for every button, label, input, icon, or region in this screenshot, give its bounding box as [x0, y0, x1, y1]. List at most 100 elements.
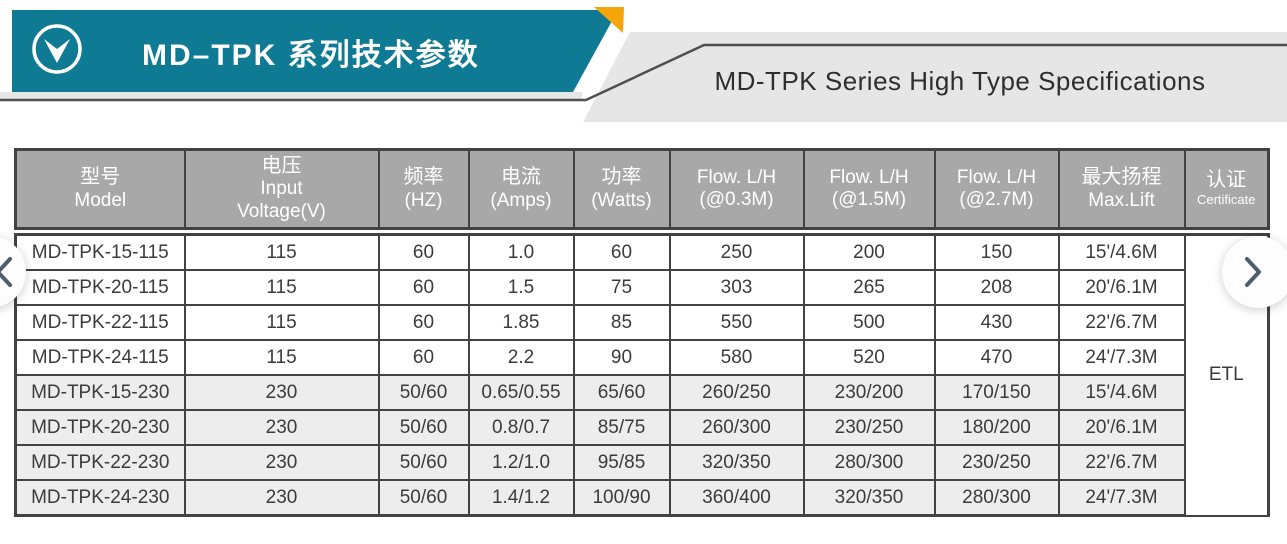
cell-watts: 85/75 — [572, 409, 671, 446]
carousel-prev-button[interactable] — [0, 236, 26, 308]
table-row: MD-TPK-24-115 115 60 2.2 90 580 520 470 … — [14, 339, 1269, 376]
cell-voltage: 230 — [183, 444, 380, 481]
cell-lift: 22'/6.7M — [1057, 304, 1186, 341]
cell-hz: 50/60 — [377, 374, 470, 411]
col-header-frequency: 频率 (HZ) — [377, 148, 470, 230]
table-row: MD-TPK-15-230 230 50/60 0.65/0.55 65/60 … — [14, 374, 1269, 411]
cell-flow27: 470 — [933, 339, 1060, 376]
cell-model: MD-TPK-22-115 — [14, 304, 186, 341]
spec-table-body: MD-TPK-15-115 115 60 1.0 60 250 200 150 … — [14, 233, 1270, 517]
cell-watts: 100/90 — [572, 479, 671, 517]
cell-flow03: 580 — [668, 339, 805, 376]
chevron-right-icon — [1245, 257, 1261, 287]
cell-amps: 1.5 — [467, 269, 575, 306]
cell-flow03: 260/250 — [668, 374, 805, 411]
banner-graphic — [0, 7, 1287, 122]
col-header-flow-2-7m: Flow. L/H (@2.7M) — [933, 148, 1060, 230]
cell-voltage: 115 — [183, 339, 380, 376]
table-row: MD-TPK-24-230 230 50/60 1.4/1.2 100/90 3… — [14, 479, 1269, 517]
col-header-current: 电流 (Amps) — [467, 148, 575, 230]
cell-flow27: 230/250 — [933, 444, 1060, 481]
table-row: MD-TPK-22-230 230 50/60 1.2/1.0 95/85 32… — [14, 444, 1269, 481]
subtitle-band — [583, 32, 1287, 122]
cell-flow15: 265 — [802, 269, 936, 306]
col-header-certificate: 认证 Certificate — [1183, 148, 1270, 230]
cell-hz: 60 — [377, 304, 470, 341]
cell-flow27: 208 — [933, 269, 1060, 306]
cell-hz: 60 — [377, 269, 470, 306]
orange-accent-triangle — [594, 7, 624, 33]
banner-title: MD–TPK 系列技术参数 — [142, 39, 480, 72]
band-sliver — [0, 92, 582, 100]
cell-watts: 65/60 — [572, 374, 671, 411]
cell-flow27: 280/300 — [933, 479, 1060, 517]
table-row: MD-TPK-20-230 230 50/60 0.8/0.7 85/75 26… — [14, 409, 1269, 446]
cell-flow03: 320/350 — [668, 444, 805, 481]
col-header-maxlift: 最大扬程 Max.Lift — [1057, 148, 1186, 230]
table-row: MD-TPK-22-115 115 60 1.85 85 550 500 430… — [14, 304, 1269, 341]
cell-lift: 20'/6.1M — [1057, 409, 1186, 446]
cell-flow27: 150 — [933, 233, 1060, 271]
cell-lift: 15'/4.6M — [1057, 233, 1186, 271]
chevron-left-icon — [0, 257, 12, 287]
cell-lift: 20'/6.1M — [1057, 269, 1186, 306]
cell-flow27: 180/200 — [933, 409, 1060, 446]
cell-voltage: 230 — [183, 409, 380, 446]
cell-flow15: 200 — [802, 233, 936, 271]
cell-flow15: 230/250 — [802, 409, 936, 446]
col-header-model: 型号 Model — [14, 148, 186, 230]
cell-flow03: 360/400 — [668, 479, 805, 517]
cell-amps: 0.65/0.55 — [467, 374, 575, 411]
cell-flow03: 260/300 — [668, 409, 805, 446]
cell-voltage: 115 — [183, 269, 380, 306]
cell-hz: 60 — [377, 233, 470, 271]
cell-model: MD-TPK-15-230 — [14, 374, 186, 411]
spec-table-header: 型号 Model 电压 Input Voltage(V) 频率 (HZ) 电流 … — [14, 148, 1270, 230]
cell-model: MD-TPK-20-115 — [14, 269, 186, 306]
circle-down-arrow-icon — [32, 24, 82, 74]
cell-flow03: 250 — [668, 233, 805, 271]
cell-lift: 24'/7.3M — [1057, 339, 1186, 376]
banner-teal-ribbon — [12, 10, 618, 92]
cell-model: MD-TPK-20-230 — [14, 409, 186, 446]
cell-lift: 22'/6.7M — [1057, 444, 1186, 481]
cell-lift: 24'/7.3M — [1057, 479, 1186, 517]
banner-subtitle: MD-TPK Series High Type Specifications — [714, 66, 1206, 96]
cell-flow27: 430 — [933, 304, 1060, 341]
cell-model: MD-TPK-24-230 — [14, 479, 186, 517]
cell-voltage: 115 — [183, 233, 380, 271]
cell-amps: 1.85 — [467, 304, 575, 341]
col-header-voltage: 电压 Input Voltage(V) — [183, 148, 380, 230]
cell-flow15: 520 — [802, 339, 936, 376]
cell-hz: 60 — [377, 339, 470, 376]
cell-amps: 1.2/1.0 — [467, 444, 575, 481]
cell-model: MD-TPK-22-230 — [14, 444, 186, 481]
cell-lift: 15'/4.6M — [1057, 374, 1186, 411]
cell-flow03: 303 — [668, 269, 805, 306]
cell-voltage: 230 — [183, 479, 380, 517]
col-header-power: 功率 (Watts) — [572, 148, 671, 230]
col-header-flow-0-3m: Flow. L/H (@0.3M) — [668, 148, 805, 230]
cell-watts: 90 — [572, 339, 671, 376]
cell-watts: 95/85 — [572, 444, 671, 481]
cell-hz: 50/60 — [377, 479, 470, 517]
cell-amps: 1.4/1.2 — [467, 479, 575, 517]
cell-flow03: 550 — [668, 304, 805, 341]
cell-amps: 0.8/0.7 — [467, 409, 575, 446]
table-row: MD-TPK-15-115 115 60 1.0 60 250 200 150 … — [14, 233, 1270, 517]
cell-hz: 50/60 — [377, 409, 470, 446]
cell-amps: 2.2 — [467, 339, 575, 376]
cell-flow15: 320/350 — [802, 479, 936, 517]
cell-model: MD-TPK-15-115 — [14, 233, 186, 271]
cell-flow15: 230/200 — [802, 374, 936, 411]
carousel-next-button[interactable] — [1222, 236, 1287, 308]
slash-divider-line — [0, 43, 1287, 102]
cell-watts: 75 — [572, 269, 671, 306]
cell-hz: 50/60 — [377, 444, 470, 481]
cell-model: MD-TPK-24-115 — [14, 339, 186, 376]
spec-table: 型号 Model 电压 Input Voltage(V) 频率 (HZ) 电流 … — [14, 148, 1270, 517]
cell-flow15: 280/300 — [802, 444, 936, 481]
col-header-flow-1-5m: Flow. L/H (@1.5M) — [802, 148, 936, 230]
cell-watts: 60 — [572, 233, 671, 271]
